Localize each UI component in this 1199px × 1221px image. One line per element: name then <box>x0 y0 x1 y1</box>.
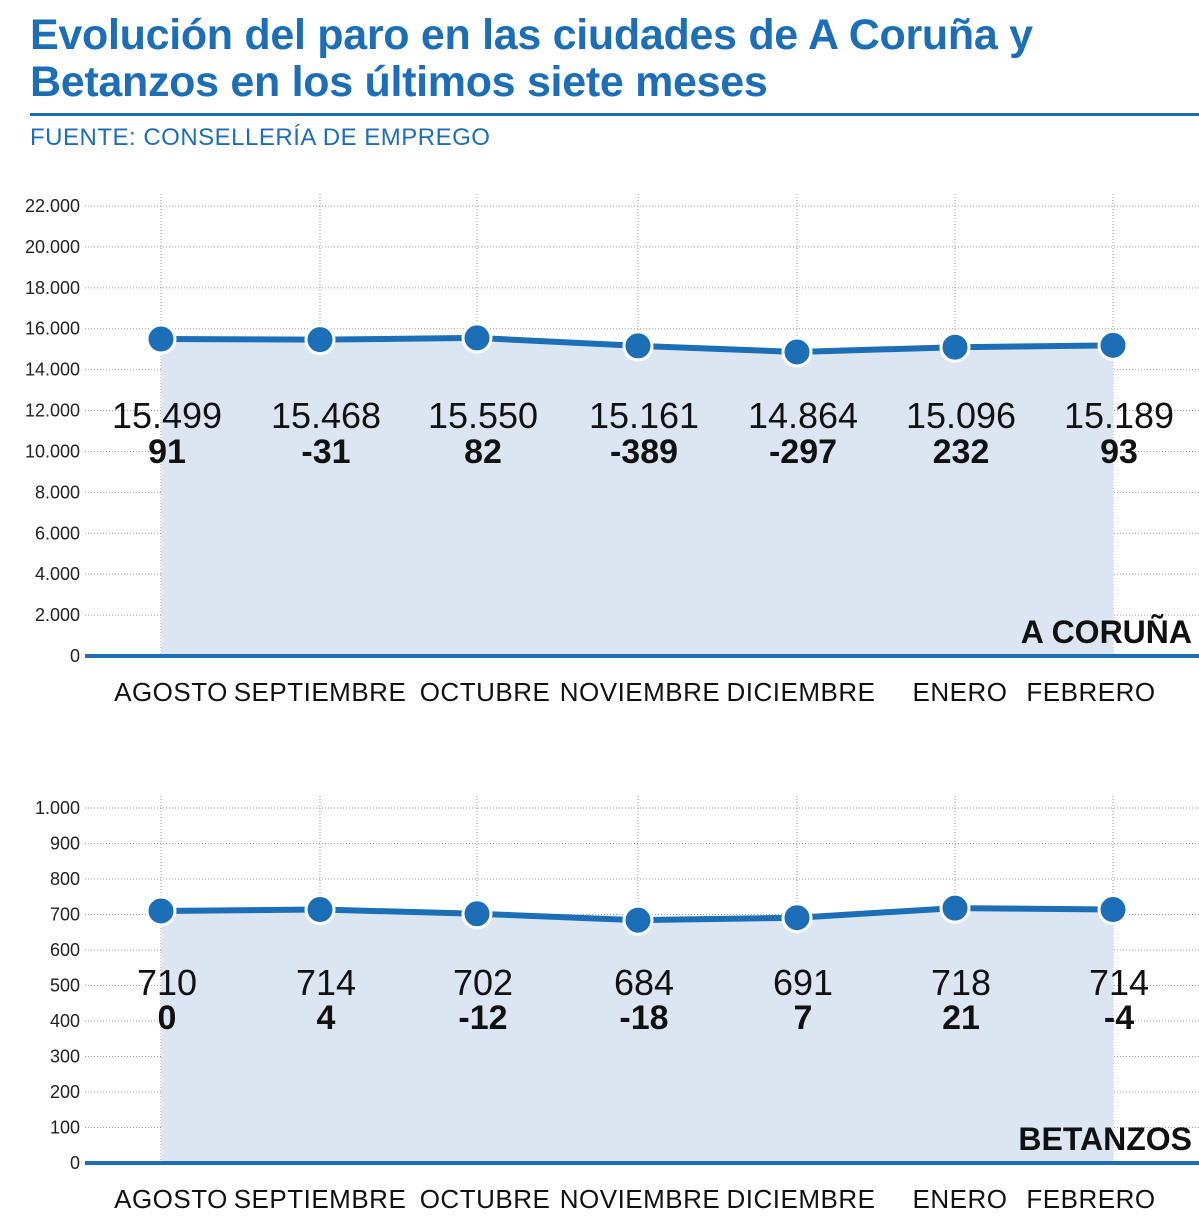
change-label: 7 <box>794 999 813 1037</box>
city-label: A CORUÑA <box>1021 614 1192 650</box>
change-label: 232 <box>933 433 990 471</box>
y-tick-label: 800 <box>50 869 80 889</box>
x-tick-label: AGOSTO <box>114 1184 228 1214</box>
data-point <box>1097 894 1129 926</box>
data-point <box>1097 329 1129 361</box>
data-point <box>781 336 813 368</box>
data-point <box>781 902 813 934</box>
y-tick-label: 14.000 <box>25 360 80 380</box>
x-tick-label: DICIEMBRE <box>727 1184 876 1214</box>
y-tick-label: 12.000 <box>25 401 80 421</box>
data-point <box>939 892 971 924</box>
value-label: 15.499 <box>112 395 222 436</box>
city-label: BETANZOS <box>1018 1121 1192 1157</box>
source-note: FUENTE: CONSELLERÍA DE EMPREGO <box>30 124 491 151</box>
x-tick-label: AGOSTO <box>114 677 228 707</box>
y-tick-label: 900 <box>50 834 80 854</box>
x-tick-label: DICIEMBRE <box>727 677 876 707</box>
value-label: 710 <box>137 962 197 1003</box>
value-label: 714 <box>1089 962 1149 1003</box>
data-point <box>461 322 493 354</box>
x-tick-label: NOVIEMBRE <box>560 677 721 707</box>
value-label: 15.468 <box>271 395 381 436</box>
data-point <box>939 331 971 363</box>
y-tick-label: 16.000 <box>25 319 80 339</box>
y-tick-label: 4.000 <box>35 564 80 584</box>
chart-betanzos: 0 100 200 300 400 500 600 700 800 900 1.000 710 0 AGO… <box>0 780 1199 1221</box>
x-tick-label: NOVIEMBRE <box>560 1184 721 1214</box>
data-point <box>145 323 177 355</box>
y-tick-label: 400 <box>50 1011 80 1031</box>
y-tick-label: 6.000 <box>35 523 80 543</box>
y-tick-label: 22.000 <box>25 196 80 216</box>
change-label: 91 <box>148 433 186 471</box>
data-point <box>304 324 336 356</box>
value-label: 702 <box>453 962 513 1003</box>
data-point <box>461 898 493 930</box>
value-label: 691 <box>773 962 833 1003</box>
change-label: -31 <box>301 433 350 471</box>
change-label: 4 <box>317 999 336 1037</box>
value-label: 714 <box>296 962 356 1003</box>
y-tick-label: 600 <box>50 940 80 960</box>
value-label: 14.864 <box>748 395 858 436</box>
data-point <box>145 895 177 927</box>
area-fill <box>161 908 1113 1163</box>
x-tick-label: FEBRERO <box>1026 677 1155 707</box>
x-tick-label: OCTUBRE <box>420 677 551 707</box>
data-point <box>622 904 654 936</box>
x-tick-label: SEPTIEMBRE <box>234 1184 407 1214</box>
x-tick-label: SEPTIEMBRE <box>234 677 407 707</box>
x-tick-label: ENERO <box>913 1184 1008 1214</box>
chart-betanzos-svg: 01002003004005006007008009001.0007100AGO… <box>35 796 1199 1214</box>
area-fill <box>161 337 1113 656</box>
y-tick-label: 20.000 <box>25 237 80 257</box>
change-label: -297 <box>769 433 837 471</box>
value-label: 15.161 <box>589 395 699 436</box>
x-tick-label: ENERO <box>913 677 1008 707</box>
change-label: 82 <box>464 433 502 471</box>
x-tick-label: OCTUBRE <box>420 1184 551 1214</box>
value-label: 15.550 <box>428 395 538 436</box>
y-tick-label: 18.000 <box>25 278 80 298</box>
y-tick-label: 300 <box>50 1047 80 1067</box>
data-point <box>622 330 654 362</box>
change-label: 93 <box>1100 433 1138 471</box>
y-tick-label: 1.000 <box>35 798 80 818</box>
data-point <box>304 894 336 926</box>
change-label: -4 <box>1104 999 1134 1037</box>
y-tick-label: 100 <box>50 1118 80 1138</box>
y-tick-label: 500 <box>50 976 80 996</box>
chart-a-coruna: 0 2.000 4.000 6.000 8.000 10.000 12.000 14.000 1… <box>0 180 1199 720</box>
change-label: 0 <box>158 999 177 1037</box>
y-tick-label: 0 <box>70 646 80 666</box>
y-tick-label: 10.000 <box>25 441 80 461</box>
change-label: 21 <box>942 999 980 1037</box>
y-tick-label: 2.000 <box>35 605 80 625</box>
chart-a-coruna-svg: 0 2.000 4.000 6.000 8.000 10.000 12.000 14.000 1… <box>25 194 1199 707</box>
chart-title: Evolución del paro en las ciudades de A … <box>30 11 1033 106</box>
y-tick-label: 0 <box>70 1153 80 1173</box>
y-tick-label: 200 <box>50 1082 80 1102</box>
y-tick-label: 700 <box>50 905 80 925</box>
change-label: -12 <box>458 999 507 1037</box>
y-tick-label: 8.000 <box>35 482 80 502</box>
value-label: 718 <box>931 962 991 1003</box>
x-tick-label: FEBRERO <box>1026 1184 1155 1214</box>
change-label: -389 <box>610 433 678 471</box>
value-label: 15.189 <box>1064 395 1174 436</box>
value-label: 15.096 <box>906 395 1016 436</box>
title-rule <box>30 113 1199 116</box>
value-label: 684 <box>614 962 674 1003</box>
change-label: -18 <box>619 999 668 1037</box>
